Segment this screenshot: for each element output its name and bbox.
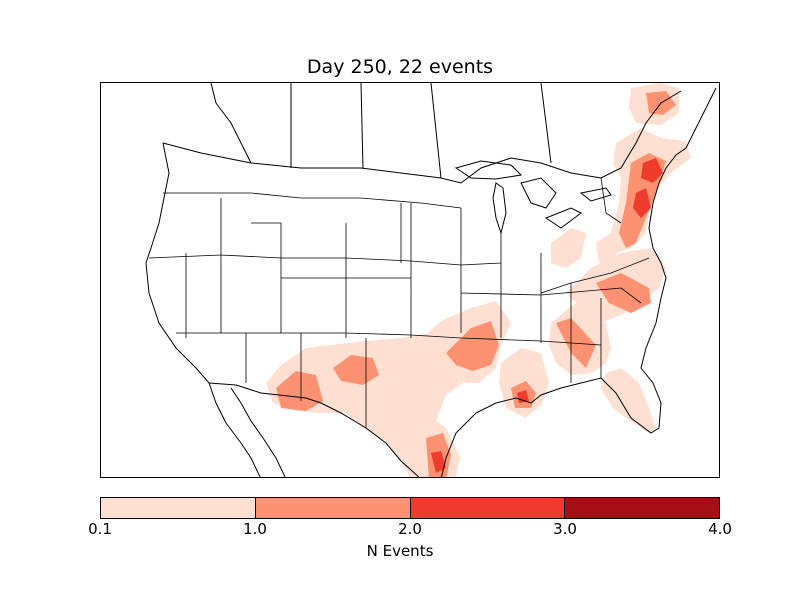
density-region-west-texas [276, 371, 323, 411]
lake-ontario [579, 187, 612, 202]
colorbar-tick: 0.1 [88, 520, 112, 538]
density-region-panhandle [333, 355, 379, 385]
lake-michigan [492, 182, 507, 235]
colorbar-label: N Events [366, 542, 434, 560]
colorbar-tick: 4.0 [708, 520, 732, 538]
border-us-mexico [208, 382, 420, 477]
border-bc-ab [210, 83, 252, 164]
colorbar-tick: 1.0 [243, 520, 267, 538]
coastline-gulf [440, 367, 662, 477]
density-region-florida [601, 368, 656, 433]
colorbar-segment-4 [565, 498, 719, 518]
colorbar-tick: 3.0 [553, 520, 577, 538]
event-density-map [145, 83, 717, 477]
coastline-pacific [145, 142, 261, 477]
border-sk-mb [360, 83, 364, 169]
density-region-appalachia [551, 228, 586, 268]
basemap-lines [145, 83, 717, 477]
coastline-mexico-west [230, 387, 286, 477]
colorbar-segment-2 [255, 498, 411, 518]
map-frame [100, 82, 720, 478]
border-mb-on [430, 83, 442, 179]
density-region-nc [596, 273, 651, 313]
density-region-rio-grande [431, 451, 446, 473]
lake-superior [454, 160, 523, 180]
lake-huron [520, 177, 557, 209]
density-region-dc [633, 188, 651, 218]
colorbar [100, 497, 720, 519]
density-region-arkansas [446, 321, 499, 371]
lake-erie [544, 207, 582, 229]
colorbar-segment-3 [410, 498, 566, 518]
colorbar-tick: 2.0 [398, 520, 422, 538]
map-title: Day 250, 22 events [306, 56, 494, 78]
border-us-canada [162, 90, 682, 184]
coastline-atlantic [640, 87, 717, 369]
state-lines [148, 177, 650, 428]
density-region-nyc [641, 158, 663, 183]
colorbar-segment-1 [101, 498, 256, 518]
density-layer [266, 83, 691, 477]
border-on-qc [540, 83, 552, 164]
